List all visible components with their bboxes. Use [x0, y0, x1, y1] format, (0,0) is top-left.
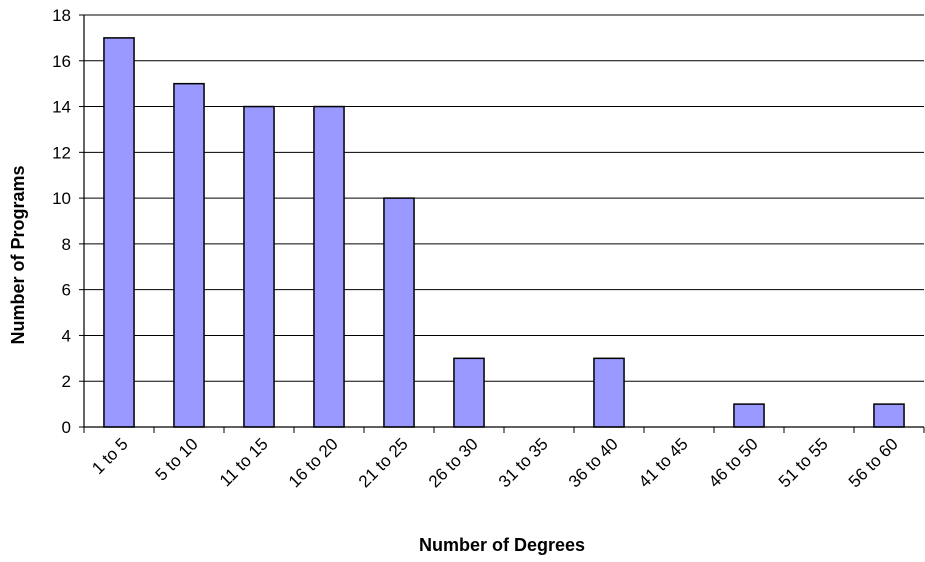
- y-tick-label: 0: [62, 418, 71, 437]
- x-tick-label: 46 to 50: [705, 434, 762, 491]
- bar: [873, 403, 905, 428]
- x-tick-label: 51 to 55: [775, 434, 832, 491]
- x-tick-label: 41 to 45: [635, 434, 692, 491]
- x-tick-label: 31 to 35: [495, 434, 552, 491]
- x-tick-label: 5 to 10: [152, 434, 202, 484]
- y-tick-label: 2: [62, 372, 71, 391]
- axes: [83, 15, 925, 433]
- y-tick-label: 14: [52, 98, 71, 117]
- x-tick-label: 56 to 60: [845, 434, 902, 491]
- y-tick-label: 6: [62, 281, 71, 300]
- y-tick-label: 18: [52, 6, 71, 25]
- bar: [313, 105, 345, 428]
- x-tick-label: 26 to 30: [425, 434, 482, 491]
- y-tick-label: 8: [62, 235, 71, 254]
- bar: [733, 403, 765, 428]
- x-tick-label: 21 to 25: [355, 434, 412, 491]
- bar: [173, 82, 205, 428]
- x-tick-label: 16 to 20: [285, 434, 342, 491]
- bars: [103, 37, 905, 428]
- bar: [593, 357, 625, 428]
- bar: [103, 37, 135, 428]
- y-tick-label: 4: [62, 326, 71, 345]
- y-tick-label: 16: [52, 52, 71, 71]
- bar: [383, 197, 415, 428]
- x-tick-label: 11 to 15: [216, 434, 272, 490]
- bar: [243, 105, 275, 428]
- y-tick-label: 10: [52, 189, 71, 208]
- y-tick-labels: 0 2 4 6 8 10 12 14 16 18: [52, 6, 84, 437]
- x-tick-labels: 1 to 5 5 to 10 11 to 15 16 to 20 21 to 25 26 …: [88, 434, 902, 491]
- y-tick-label: 12: [52, 143, 71, 162]
- x-tick-label: 1 to 5: [88, 434, 132, 478]
- y-axis-title: Number of Programs: [8, 165, 28, 344]
- gridlines: [84, 14, 924, 382]
- x-tick-label: 36 to 40: [565, 434, 622, 491]
- bar: [453, 357, 485, 428]
- x-axis-title: Number of Degrees: [419, 535, 585, 555]
